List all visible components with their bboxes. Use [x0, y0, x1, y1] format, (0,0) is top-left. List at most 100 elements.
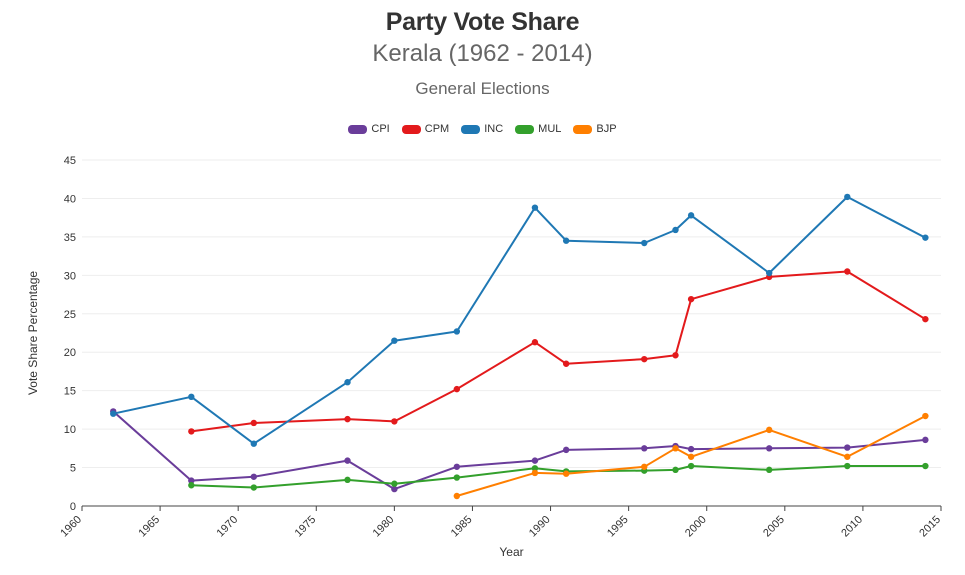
data-point-bjp[interactable] [766, 426, 773, 434]
x-tick-label: 2005 [761, 514, 787, 540]
data-point-cpi[interactable] [344, 457, 351, 464]
data-point-bjp[interactable] [453, 492, 461, 500]
data-point-cpi[interactable] [531, 457, 539, 464]
y-tick-label: 0 [70, 501, 76, 513]
data-point-inc[interactable] [687, 212, 695, 219]
series-lines [112, 195, 927, 497]
chart-subtitle: Kerala (1962 - 2014) [372, 40, 593, 67]
data-point-cpi[interactable] [250, 473, 257, 480]
data-point-bjp[interactable] [687, 453, 695, 460]
y-tick-label: 30 [64, 270, 76, 282]
y-axis-title: Vote Share Percentage [26, 271, 40, 395]
data-point-inc[interactable] [188, 393, 195, 401]
x-axis-ticks: 1960 1965 1970 1975 1980 1985 1990 1995 2000 2005… [58, 506, 943, 539]
data-point-inc[interactable] [250, 440, 257, 447]
data-point-bjp[interactable] [531, 469, 539, 477]
data-point-cpi[interactable] [922, 436, 929, 444]
y-tick-label: 10 [64, 424, 76, 436]
data-point-cpm[interactable] [922, 315, 929, 323]
data-point-cpi[interactable] [391, 485, 398, 493]
legend-item-mul[interactable]: MUL [515, 123, 561, 135]
data-point-inc[interactable] [110, 410, 117, 417]
data-point-cpi[interactable] [453, 463, 461, 470]
y-tick-label: 35 [64, 232, 76, 244]
x-tick-label: 1965 [136, 514, 162, 540]
data-point-inc[interactable] [641, 239, 648, 247]
data-point-bjp[interactable] [922, 412, 929, 420]
data-point-cpi[interactable] [687, 445, 695, 453]
legend-swatch-bjp [573, 124, 593, 134]
data-point-cpm[interactable] [344, 415, 351, 423]
data-point-cpm[interactable] [641, 355, 648, 363]
data-point-bjp[interactable] [641, 463, 648, 470]
legend-label-mul: MUL [538, 123, 562, 135]
data-point-cpm[interactable] [453, 385, 461, 393]
y-tick-label: 40 [64, 193, 76, 205]
data-point-mul[interactable] [453, 474, 461, 481]
data-point-inc[interactable] [922, 234, 929, 241]
data-point-mul[interactable] [250, 484, 257, 491]
data-point-mul[interactable] [344, 476, 351, 484]
data-point-cpm[interactable] [531, 339, 539, 346]
data-point-inc[interactable] [531, 204, 539, 211]
data-point-cpi[interactable] [766, 445, 773, 452]
y-tick-label: 5 [70, 463, 76, 475]
legend-item-cpi[interactable]: CPI [348, 123, 390, 135]
data-point-cpi[interactable] [188, 477, 195, 484]
data-point-bjp[interactable] [672, 445, 679, 452]
x-tick-label: 1975 [293, 514, 319, 540]
series-points [110, 193, 929, 500]
legend-swatch-cpm [401, 124, 421, 134]
data-point-mul[interactable] [844, 462, 851, 470]
data-point-inc[interactable] [453, 328, 461, 335]
data-point-inc[interactable] [844, 193, 851, 201]
legend-swatch-cpi [348, 124, 368, 134]
y-axis-ticks: 0 5 10 15 20 25 30 35 40 45 [64, 155, 76, 513]
data-point-mul[interactable] [766, 466, 773, 474]
data-point-cpm[interactable] [562, 360, 570, 367]
data-point-inc[interactable] [344, 379, 351, 386]
data-point-inc[interactable] [562, 237, 570, 244]
data-point-cpm[interactable] [687, 295, 695, 303]
data-point-cpm[interactable] [188, 428, 195, 435]
x-tick-label: 1960 [58, 514, 84, 540]
data-point-inc[interactable] [672, 226, 679, 234]
x-tick-label: 1980 [371, 514, 397, 540]
data-point-inc[interactable] [391, 337, 398, 344]
x-axis-title: Year [499, 545, 523, 559]
data-point-cpm[interactable] [391, 418, 398, 425]
legend-label-cpi: CPI [371, 123, 390, 135]
y-tick-label: 15 [64, 386, 76, 398]
y-tick-label: 20 [64, 347, 76, 359]
data-point-cpi[interactable] [641, 445, 648, 452]
series-line-inc [112, 195, 927, 445]
data-point-bjp[interactable] [562, 470, 570, 477]
data-point-cpi[interactable] [562, 446, 570, 454]
x-tick-label: 1970 [215, 514, 241, 540]
data-point-cpi[interactable] [844, 444, 851, 451]
legend-item-cpm[interactable]: CPM [401, 123, 450, 135]
legend-item-inc[interactable]: INC [461, 123, 503, 135]
data-point-bjp[interactable] [844, 453, 851, 460]
x-tick-label: 1985 [449, 514, 475, 540]
legend-item-bjp[interactable]: BJP [573, 123, 617, 135]
data-point-mul[interactable] [672, 466, 679, 474]
chart-subsubtitle: General Elections [415, 79, 550, 98]
data-point-mul[interactable] [391, 480, 398, 487]
x-tick-label: 2000 [683, 514, 709, 540]
data-point-cpm[interactable] [844, 268, 851, 275]
data-point-inc[interactable] [766, 269, 773, 277]
x-tick-label: 2015 [917, 514, 943, 540]
data-point-cpm[interactable] [672, 352, 679, 359]
data-point-cpm[interactable] [250, 419, 257, 427]
series-line-cpi [112, 410, 927, 491]
legend-label-bjp: BJP [596, 123, 617, 135]
legend: CPI CPM INC MUL BJP [0, 123, 965, 135]
legend-label-cpm: CPM [424, 123, 450, 135]
data-point-mul[interactable] [922, 462, 929, 470]
series-line-cpm [190, 270, 927, 433]
data-point-mul[interactable] [188, 482, 195, 489]
data-point-mul[interactable] [531, 465, 539, 472]
data-point-mul[interactable] [687, 462, 695, 470]
